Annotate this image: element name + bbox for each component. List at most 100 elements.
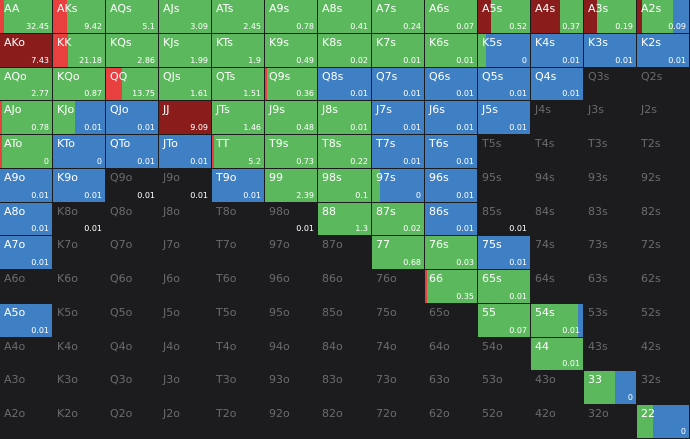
hand-cell[interactable]: J6s 0.01: [425, 101, 477, 134]
hand-cell[interactable]: 97s 0: [372, 169, 424, 202]
hand-cell[interactable]: 85o: [318, 304, 371, 337]
hand-cell[interactable]: T3s: [584, 135, 636, 168]
hand-cell[interactable]: A9s 0.78: [265, 0, 317, 33]
hand-cell[interactable]: K9s 0.49: [265, 34, 317, 67]
hand-cell[interactable]: Q6s 0.01: [425, 68, 477, 100]
hand-cell[interactable]: Q7o: [106, 236, 158, 269]
hand-cell[interactable]: 76o: [372, 270, 424, 303]
hand-cell[interactable]: A2s 0.09: [637, 0, 689, 33]
hand-cell[interactable]: 84o: [318, 338, 371, 370]
hand-cell[interactable]: ATs 2.45: [212, 0, 264, 33]
hand-cell[interactable]: 44 0.01: [531, 338, 583, 370]
hand-cell[interactable]: T3o: [212, 371, 264, 404]
hand-cell[interactable]: 88 1.3: [318, 203, 371, 235]
hand-cell[interactable]: 55 0.07: [478, 304, 530, 337]
hand-cell[interactable]: Q7s 0.01: [372, 68, 424, 100]
hand-cell[interactable]: 33 0: [584, 371, 636, 404]
hand-cell[interactable]: 62s: [637, 270, 689, 303]
hand-cell[interactable]: 76s 0.03: [425, 236, 477, 269]
hand-cell[interactable]: T5s: [478, 135, 530, 168]
hand-cell[interactable]: Q2o: [106, 405, 158, 438]
hand-cell[interactable]: JJ 9.09: [159, 101, 211, 134]
hand-cell[interactable]: 32s: [637, 371, 689, 404]
hand-cell[interactable]: KJs 1.99: [159, 34, 211, 67]
hand-cell[interactable]: T8s 0.22: [318, 135, 371, 168]
hand-cell[interactable]: J3o: [159, 371, 211, 404]
hand-cell[interactable]: K4o: [53, 338, 105, 370]
hand-cell[interactable]: T2o: [212, 405, 264, 438]
hand-cell[interactable]: T9s 0.73: [265, 135, 317, 168]
hand-cell[interactable]: 82o: [318, 405, 371, 438]
hand-cell[interactable]: Q8o: [106, 203, 158, 235]
hand-cell[interactable]: TT 5.2: [212, 135, 264, 168]
hand-cell[interactable]: AQs 5.1: [106, 0, 158, 33]
hand-cell[interactable]: 94o: [265, 338, 317, 370]
hand-cell[interactable]: 64o: [425, 338, 477, 370]
hand-cell[interactable]: K6s 0.01: [425, 34, 477, 67]
hand-cell[interactable]: A6o: [0, 270, 52, 303]
hand-cell[interactable]: Q5s 0.01: [478, 68, 530, 100]
hand-cell[interactable]: AA 32.45: [0, 0, 52, 33]
hand-cell[interactable]: A9o 0.01: [0, 169, 52, 202]
hand-cell[interactable]: 43o: [531, 371, 583, 404]
hand-cell[interactable]: 65s 0.01: [478, 270, 530, 303]
hand-cell[interactable]: 32o: [584, 405, 636, 438]
hand-cell[interactable]: J2o: [159, 405, 211, 438]
hand-cell[interactable]: KQo 0.87: [53, 68, 105, 100]
hand-cell[interactable]: K3s 0.01: [584, 34, 636, 67]
hand-cell[interactable]: Q5o: [106, 304, 158, 337]
hand-cell[interactable]: A2o: [0, 405, 52, 438]
hand-cell[interactable]: J5s 0.01: [478, 101, 530, 134]
hand-cell[interactable]: KTo 0: [53, 135, 105, 168]
hand-cell[interactable]: 72s: [637, 236, 689, 269]
hand-cell[interactable]: 87s 0.02: [372, 203, 424, 235]
hand-cell[interactable]: 64s: [531, 270, 583, 303]
hand-cell[interactable]: 83o: [318, 371, 371, 404]
hand-cell[interactable]: K2o: [53, 405, 105, 438]
hand-cell[interactable]: T4s: [531, 135, 583, 168]
hand-cell[interactable]: 97o: [265, 236, 317, 269]
hand-cell[interactable]: J7o: [159, 236, 211, 269]
hand-cell[interactable]: K9o 0.01: [53, 169, 105, 202]
hand-cell[interactable]: 54s 0.01: [531, 304, 583, 337]
hand-cell[interactable]: T5o: [212, 304, 264, 337]
hand-cell[interactable]: A4o: [0, 338, 52, 370]
hand-cell[interactable]: A7o 0.01: [0, 236, 52, 269]
hand-cell[interactable]: Q2s: [637, 68, 689, 100]
hand-cell[interactable]: 63s: [584, 270, 636, 303]
hand-cell[interactable]: A4s 0.37: [531, 0, 583, 33]
hand-cell[interactable]: T4o: [212, 338, 264, 370]
hand-cell[interactable]: 73s: [584, 236, 636, 269]
hand-cell[interactable]: J6o: [159, 270, 211, 303]
hand-cell[interactable]: T7o: [212, 236, 264, 269]
hand-cell[interactable]: J8o: [159, 203, 211, 235]
hand-cell[interactable]: J8s 0.01: [318, 101, 371, 134]
hand-cell[interactable]: AKs 9.42: [53, 0, 105, 33]
hand-cell[interactable]: 22 0: [637, 405, 689, 438]
hand-cell[interactable]: K8o 0.01: [53, 203, 105, 235]
hand-cell[interactable]: T2s: [637, 135, 689, 168]
hand-cell[interactable]: KJo 0.01: [53, 101, 105, 134]
hand-cell[interactable]: 43s: [584, 338, 636, 370]
hand-cell[interactable]: 52o: [478, 405, 530, 438]
hand-cell[interactable]: KTs 1.9: [212, 34, 264, 67]
hand-cell[interactable]: J4o: [159, 338, 211, 370]
hand-cell[interactable]: 62o: [425, 405, 477, 438]
hand-cell[interactable]: AJs 3.09: [159, 0, 211, 33]
hand-cell[interactable]: A3s 0.19: [584, 0, 636, 33]
hand-cell[interactable]: QJo 0.01: [106, 101, 158, 134]
hand-cell[interactable]: 99 2.39: [265, 169, 317, 202]
hand-cell[interactable]: 65o: [425, 304, 477, 337]
hand-cell[interactable]: 42o: [531, 405, 583, 438]
hand-cell[interactable]: 83s: [584, 203, 636, 235]
hand-cell[interactable]: 87o: [318, 236, 371, 269]
hand-cell[interactable]: 93s: [584, 169, 636, 202]
hand-cell[interactable]: K7s 0.01: [372, 34, 424, 67]
hand-cell[interactable]: A5s 0.52: [478, 0, 530, 33]
hand-cell[interactable]: K5s 0: [478, 34, 530, 67]
hand-cell[interactable]: J5o: [159, 304, 211, 337]
hand-cell[interactable]: A8o 0.01: [0, 203, 52, 235]
hand-cell[interactable]: QJs 1.61: [159, 68, 211, 100]
hand-cell[interactable]: A6s 0.07: [425, 0, 477, 33]
hand-cell[interactable]: Q3s: [584, 68, 636, 100]
